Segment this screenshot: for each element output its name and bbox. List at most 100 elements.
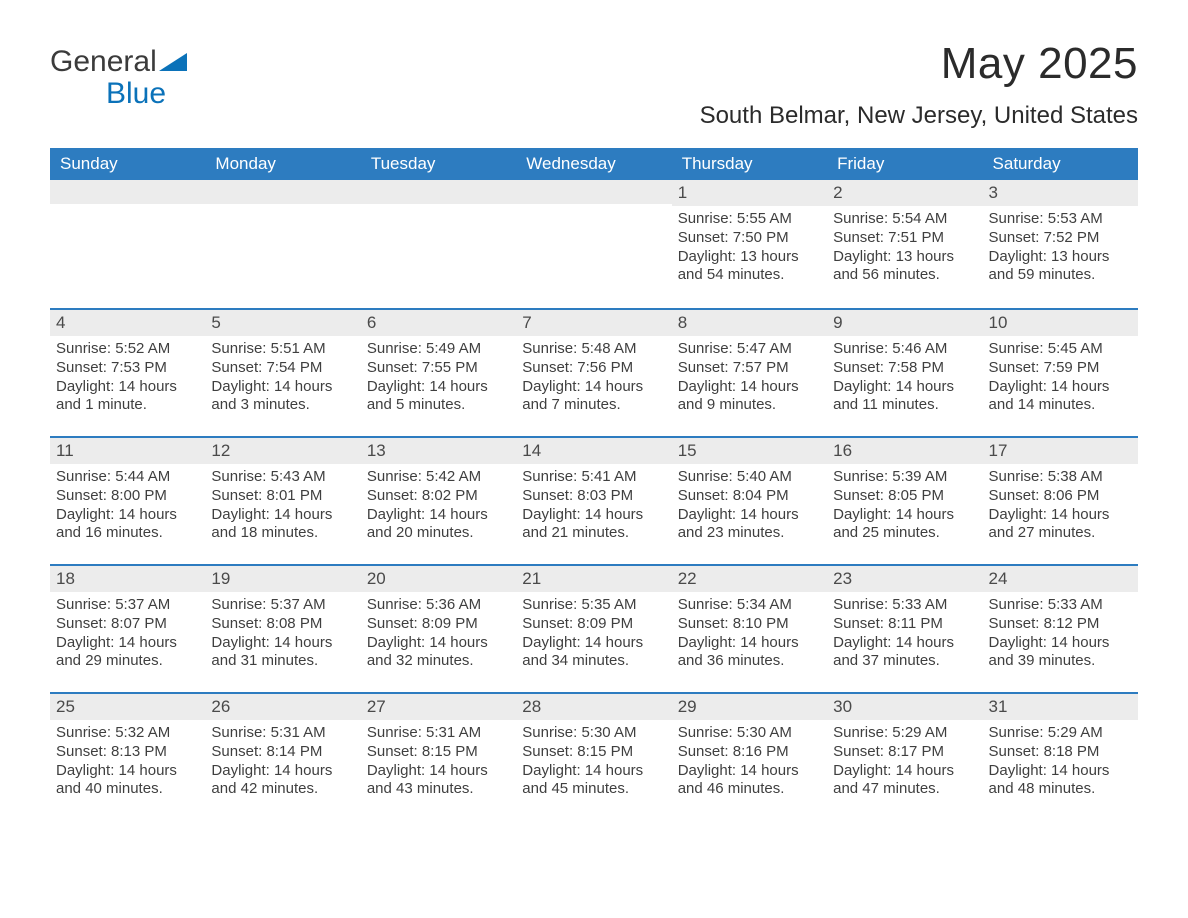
weekday-header-cell: Wednesday — [516, 148, 671, 180]
daylight-text: Daylight: 14 hours and 21 minutes. — [522, 506, 665, 544]
sunset-text: Sunset: 8:01 PM — [211, 487, 354, 506]
day-number — [361, 180, 516, 204]
day-number: 16 — [827, 438, 982, 463]
sunrise-text: Sunrise: 5:31 AM — [367, 724, 510, 743]
sunset-text: Sunset: 8:00 PM — [56, 487, 199, 506]
weekday-header-cell: Friday — [827, 148, 982, 180]
daylight-text: Daylight: 14 hours and 45 minutes. — [522, 762, 665, 800]
sunrise-text: Sunrise: 5:40 AM — [678, 468, 821, 487]
sunset-text: Sunset: 8:08 PM — [211, 615, 354, 634]
sunrise-text: Sunrise: 5:48 AM — [522, 340, 665, 359]
day-cell: 6Sunrise: 5:49 AMSunset: 7:55 PMDaylight… — [361, 310, 516, 436]
day-cell — [361, 180, 516, 308]
day-cell: 22Sunrise: 5:34 AMSunset: 8:10 PMDayligh… — [672, 566, 827, 692]
day-cell: 7Sunrise: 5:48 AMSunset: 7:56 PMDaylight… — [516, 310, 671, 436]
day-cell: 8Sunrise: 5:47 AMSunset: 7:57 PMDaylight… — [672, 310, 827, 436]
sunset-text: Sunset: 7:59 PM — [989, 359, 1132, 378]
sunrise-text: Sunrise: 5:31 AM — [211, 724, 354, 743]
sunrise-text: Sunrise: 5:34 AM — [678, 596, 821, 615]
sunset-text: Sunset: 8:06 PM — [989, 487, 1132, 506]
sunset-text: Sunset: 8:15 PM — [522, 743, 665, 762]
day-cell: 14Sunrise: 5:41 AMSunset: 8:03 PMDayligh… — [516, 438, 671, 564]
sunrise-text: Sunrise: 5:52 AM — [56, 340, 199, 359]
sunrise-text: Sunrise: 5:49 AM — [367, 340, 510, 359]
day-number: 17 — [983, 438, 1138, 463]
sunset-text: Sunset: 8:18 PM — [989, 743, 1132, 762]
daylight-text: Daylight: 14 hours and 11 minutes. — [833, 378, 976, 416]
daylight-text: Daylight: 14 hours and 32 minutes. — [367, 634, 510, 672]
title-block: May 2025 South Belmar, New Jersey, Unite… — [700, 40, 1138, 144]
day-number — [516, 180, 671, 204]
daylight-text: Daylight: 14 hours and 34 minutes. — [522, 634, 665, 672]
daylight-text: Daylight: 14 hours and 9 minutes. — [678, 378, 821, 416]
day-number: 4 — [50, 310, 205, 335]
daylight-text: Daylight: 13 hours and 59 minutes. — [989, 248, 1132, 286]
sunset-text: Sunset: 8:02 PM — [367, 487, 510, 506]
sunrise-text: Sunrise: 5:41 AM — [522, 468, 665, 487]
weekday-header-cell: Monday — [205, 148, 360, 180]
sunset-text: Sunset: 8:04 PM — [678, 487, 821, 506]
daylight-text: Daylight: 14 hours and 7 minutes. — [522, 378, 665, 416]
month-title: May 2025 — [700, 40, 1138, 88]
day-number: 22 — [672, 566, 827, 591]
sunrise-text: Sunrise: 5:46 AM — [833, 340, 976, 359]
daylight-text: Daylight: 14 hours and 5 minutes. — [367, 378, 510, 416]
sunset-text: Sunset: 8:15 PM — [367, 743, 510, 762]
sunset-text: Sunset: 7:53 PM — [56, 359, 199, 378]
daylight-text: Daylight: 13 hours and 54 minutes. — [678, 248, 821, 286]
day-cell: 12 Sunrise: 5:43 AMSunset: 8:01 PMDayligh… — [205, 438, 360, 564]
sunset-text: Sunset: 7:52 PM — [989, 229, 1132, 248]
sunrise-text: Sunrise: 5:44 AM — [56, 468, 199, 487]
logo-text: General Blue — [50, 46, 187, 109]
day-cell: 4Sunrise: 5:52 AMSunset: 7:53 PMDaylight… — [50, 310, 205, 436]
sunrise-text: Sunrise: 5:37 AM — [56, 596, 199, 615]
day-number: 7 — [516, 310, 671, 335]
daylight-text: Daylight: 14 hours and 20 minutes. — [367, 506, 510, 544]
sunset-text: Sunset: 8:17 PM — [833, 743, 976, 762]
day-number: 15 — [672, 438, 827, 463]
weekday-header-cell: Tuesday — [361, 148, 516, 180]
sunrise-text: Sunrise: 5:42 AM — [367, 468, 510, 487]
day-cell: 18Sunrise: 5:37 AMSunset: 8:07 PMDayligh… — [50, 566, 205, 692]
daylight-text: Daylight: 14 hours and 29 minutes. — [56, 634, 199, 672]
week-row: 25Sunrise: 5:32 AMSunset: 8:13 PMDayligh… — [50, 692, 1138, 820]
day-number: 1 — [672, 180, 827, 205]
sunset-text: Sunset: 8:13 PM — [56, 743, 199, 762]
sunrise-text: Sunrise: 5:51 AM — [211, 340, 354, 359]
daylight-text: Daylight: 13 hours and 56 minutes. — [833, 248, 976, 286]
week-row: 1Sunrise: 5:55 AMSunset: 7:50 PMDaylight… — [50, 180, 1138, 308]
day-number: 10 — [983, 310, 1138, 335]
day-number: 18 — [50, 566, 205, 591]
sunset-text: Sunset: 8:09 PM — [522, 615, 665, 634]
sunrise-text: Sunrise: 5:54 AM — [833, 210, 976, 229]
day-cell: 24Sunrise: 5:33 AMSunset: 8:12 PMDayligh… — [983, 566, 1138, 692]
sunrise-text: Sunrise: 5:43 AM — [211, 468, 354, 487]
sunrise-text: Sunrise: 5:30 AM — [678, 724, 821, 743]
sunset-text: Sunset: 7:50 PM — [678, 229, 821, 248]
weekday-header-cell: Sunday — [50, 148, 205, 180]
day-cell — [205, 180, 360, 308]
day-cell: 2Sunrise: 5:54 AMSunset: 7:51 PMDaylight… — [827, 180, 982, 308]
day-number: 12 — [205, 438, 360, 463]
daylight-text: Daylight: 14 hours and 14 minutes. — [989, 378, 1132, 416]
day-number: 29 — [672, 694, 827, 719]
sunrise-text: Sunrise: 5:36 AM — [367, 596, 510, 615]
day-cell: 13Sunrise: 5:42 AMSunset: 8:02 PMDayligh… — [361, 438, 516, 564]
logo: General Blue — [50, 46, 187, 109]
daylight-text: Daylight: 14 hours and 25 minutes. — [833, 506, 976, 544]
daylight-text: Daylight: 14 hours and 3 minutes. — [211, 378, 354, 416]
day-number: 6 — [361, 310, 516, 335]
sunrise-text: Sunrise: 5:29 AM — [833, 724, 976, 743]
daylight-text: Daylight: 14 hours and 18 minutes. — [211, 506, 354, 544]
day-number — [205, 180, 360, 204]
sunset-text: Sunset: 8:10 PM — [678, 615, 821, 634]
daylight-text: Daylight: 14 hours and 48 minutes. — [989, 762, 1132, 800]
day-number: 20 — [361, 566, 516, 591]
day-number — [50, 180, 205, 204]
day-cell: 10Sunrise: 5:45 AMSunset: 7:59 PMDayligh… — [983, 310, 1138, 436]
calendar-grid: SundayMondayTuesdayWednesdayThursdayFrid… — [50, 148, 1138, 820]
day-number: 28 — [516, 694, 671, 719]
day-cell: 29Sunrise: 5:30 AMSunset: 8:16 PMDayligh… — [672, 694, 827, 820]
day-number: 31 — [983, 694, 1138, 719]
day-cell: 28Sunrise: 5:30 AMSunset: 8:15 PMDayligh… — [516, 694, 671, 820]
